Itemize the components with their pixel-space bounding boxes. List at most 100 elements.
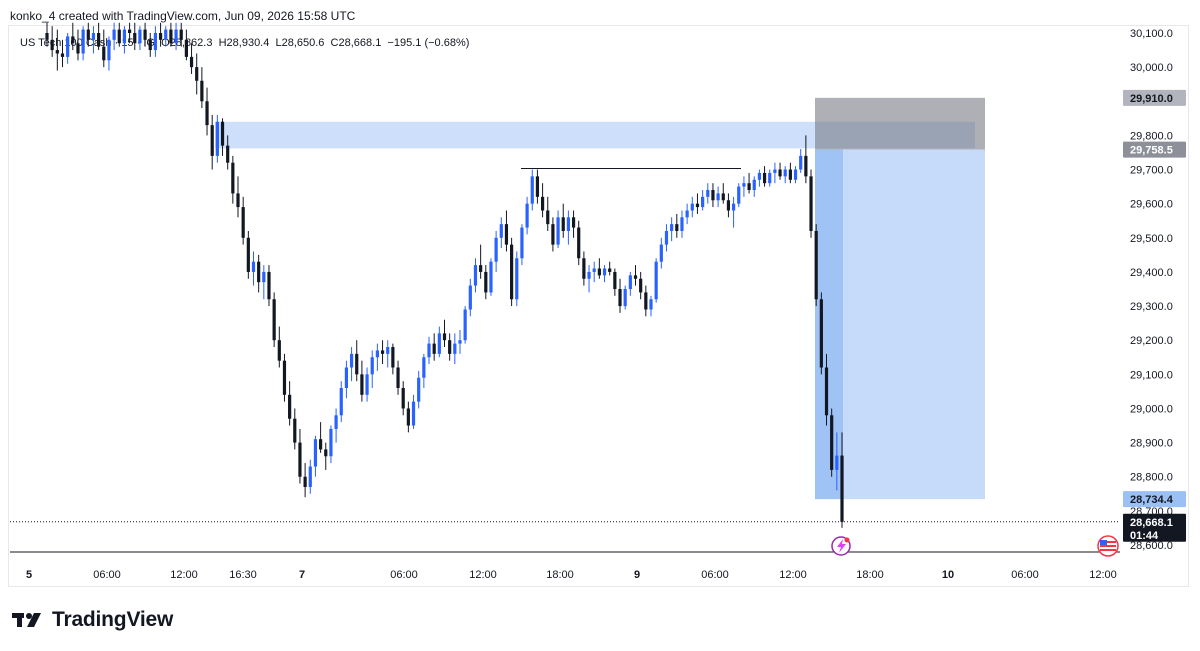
candle bbox=[644, 285, 648, 317]
us-flag-icon[interactable] bbox=[1097, 535, 1119, 557]
candle-body bbox=[143, 29, 147, 40]
candle-body bbox=[339, 387, 343, 416]
candle-body bbox=[442, 333, 447, 341]
candle-body bbox=[71, 36, 75, 44]
candle-body bbox=[448, 340, 452, 354]
candle bbox=[86, 22, 90, 47]
candle bbox=[76, 29, 80, 61]
price-tag-label: 28,734.4 bbox=[1130, 494, 1174, 506]
candle-body bbox=[711, 190, 715, 201]
price-tag-label: 29,910.0 bbox=[1130, 93, 1173, 105]
candle-body bbox=[716, 193, 720, 201]
candle-body bbox=[571, 217, 576, 228]
candle bbox=[711, 183, 715, 208]
candle bbox=[804, 135, 808, 184]
legend-low: L28,650.6 bbox=[275, 37, 325, 49]
candle-body bbox=[757, 172, 762, 180]
candle-body bbox=[158, 33, 163, 40]
candle bbox=[308, 459, 312, 494]
candle bbox=[654, 258, 658, 303]
candle bbox=[479, 244, 483, 279]
candle bbox=[391, 343, 395, 375]
candle bbox=[587, 265, 591, 293]
candle-body bbox=[370, 357, 374, 375]
candle bbox=[282, 353, 287, 402]
candle bbox=[102, 29, 106, 68]
candle-body bbox=[236, 193, 240, 208]
candle bbox=[334, 408, 338, 443]
candle-body bbox=[468, 285, 472, 310]
candle-body bbox=[277, 340, 281, 361]
candle-body bbox=[112, 29, 116, 40]
candle-body bbox=[406, 408, 410, 426]
candle bbox=[437, 326, 441, 358]
candle-body bbox=[417, 377, 421, 402]
candle bbox=[112, 22, 116, 51]
candle-body bbox=[824, 367, 829, 416]
candle bbox=[530, 169, 534, 211]
candle bbox=[432, 333, 436, 361]
candle bbox=[788, 162, 792, 184]
candle-body bbox=[386, 347, 390, 354]
candle-body bbox=[701, 196, 705, 208]
time-tick-label: 06:00 bbox=[701, 569, 729, 581]
candle bbox=[510, 237, 514, 307]
candle-body bbox=[195, 67, 199, 81]
price-tag-label: 28,668.1 bbox=[1130, 517, 1173, 529]
candle-body bbox=[396, 367, 400, 388]
candle bbox=[442, 319, 447, 348]
candle-body bbox=[726, 200, 731, 211]
candle-body bbox=[742, 183, 746, 187]
price-tags: 29,910.0 29,758.5 28,734.4 28,668.101:44 bbox=[1123, 89, 1186, 542]
candle bbox=[174, 22, 178, 51]
candle bbox=[411, 394, 416, 429]
candle-body bbox=[540, 196, 545, 211]
candle bbox=[386, 340, 390, 368]
candle bbox=[793, 166, 798, 184]
candle-body bbox=[107, 39, 111, 61]
candle-body bbox=[680, 217, 684, 231]
chart-header: konko_4 created with TradingView.com, Ju… bbox=[10, 9, 356, 23]
bolt-icon[interactable] bbox=[831, 536, 851, 556]
candle bbox=[107, 36, 111, 71]
price-axis[interactable]: 30,100.0 30,000.0 29,800.0 29,700.0 29,600.0… bbox=[1130, 28, 1173, 552]
candle bbox=[370, 350, 374, 388]
candle bbox=[349, 347, 354, 382]
price-tick-label: 29,000.0 bbox=[1130, 403, 1173, 415]
candle-body bbox=[169, 29, 173, 44]
price-tick-label: 28,600.0 bbox=[1130, 540, 1173, 552]
candle bbox=[473, 258, 478, 293]
drawing-zones[interactable] bbox=[10, 97, 1120, 553]
candle bbox=[762, 166, 767, 187]
price-tag-bg bbox=[1123, 141, 1186, 158]
candle-body bbox=[262, 271, 266, 283]
candle-body bbox=[380, 350, 385, 354]
time-tick-label: 12:00 bbox=[779, 569, 807, 581]
candle-body bbox=[246, 237, 250, 272]
candle-body bbox=[644, 292, 648, 310]
candle-body bbox=[793, 169, 798, 180]
candle bbox=[613, 268, 617, 296]
candle bbox=[153, 26, 158, 57]
candle bbox=[158, 22, 163, 47]
candle-body bbox=[453, 343, 457, 354]
footer-brand[interactable]: TradingView bbox=[12, 608, 173, 632]
candle-body bbox=[499, 224, 503, 238]
candle-body bbox=[515, 258, 519, 300]
candle-body bbox=[556, 217, 560, 245]
price-tick-label: 29,700.0 bbox=[1130, 165, 1173, 177]
candle bbox=[148, 33, 152, 57]
candle-body bbox=[670, 224, 674, 231]
candle bbox=[799, 149, 803, 173]
candle-body bbox=[577, 227, 581, 259]
candle bbox=[685, 203, 689, 225]
candle-body bbox=[778, 169, 782, 177]
time-axis[interactable]: 5 06:00 12:00 16:30 7 06:00 12:00 18:00 9 06:00 12… bbox=[26, 569, 1117, 581]
candle-body bbox=[313, 439, 318, 467]
candle bbox=[773, 162, 777, 184]
price-tag-countdown: 01:44 bbox=[1130, 530, 1159, 542]
candle bbox=[835, 432, 839, 491]
candle-body bbox=[587, 271, 591, 279]
candle bbox=[298, 428, 302, 484]
